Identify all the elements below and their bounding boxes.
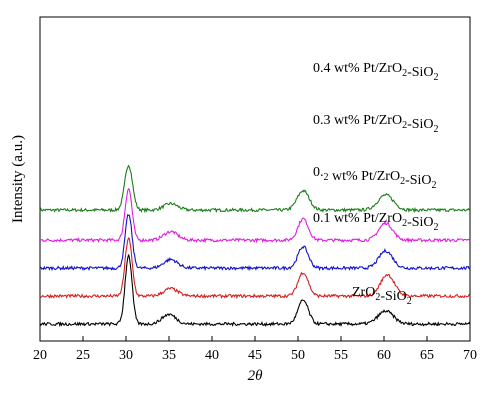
x-tick-label: 45 — [248, 348, 262, 363]
series-line — [39, 237, 471, 300]
y-axis-title: Intensity (a.u.) — [10, 135, 26, 223]
x-tick-label: 40 — [205, 348, 219, 363]
series-label: 0.1 wt% Pt/ZrO2-SiO2 — [313, 211, 439, 233]
x-axis-ticks: 20 25 30 35 40 45 50 55 60 65 70 — [33, 336, 477, 363]
series-label: 0.4 wt% Pt/ZrO2-SiO2 — [313, 61, 439, 83]
traces — [39, 164, 471, 328]
x-tick-label: 30 — [119, 348, 133, 363]
series-line — [39, 254, 471, 328]
x-tick-label: 65 — [420, 348, 434, 363]
series-line — [39, 187, 471, 244]
series-label: ZrO2-SiO2 — [352, 285, 412, 307]
x-tick-label: 60 — [377, 348, 391, 363]
x-tick-label: 20 — [33, 348, 47, 363]
x-tick-label: 70 — [463, 348, 477, 363]
series-line — [39, 164, 471, 214]
series-label: 0.3 wt% Pt/ZrO2-SiO2 — [313, 113, 439, 135]
series-label: 0.2 wt% Pt/ZrO2-SiO2 — [313, 165, 437, 191]
series-labels: 0.4 wt% Pt/ZrO2-SiO2 0.3 wt% Pt/ZrO2-SiO2… — [313, 61, 439, 307]
x-tick-label: 55 — [334, 348, 348, 363]
x-tick-label: 50 — [291, 348, 305, 363]
x-tick-label: 35 — [162, 348, 176, 363]
series-line — [39, 214, 471, 272]
x-axis-title: 2θ — [248, 368, 264, 384]
x-tick-label: 25 — [76, 348, 90, 363]
